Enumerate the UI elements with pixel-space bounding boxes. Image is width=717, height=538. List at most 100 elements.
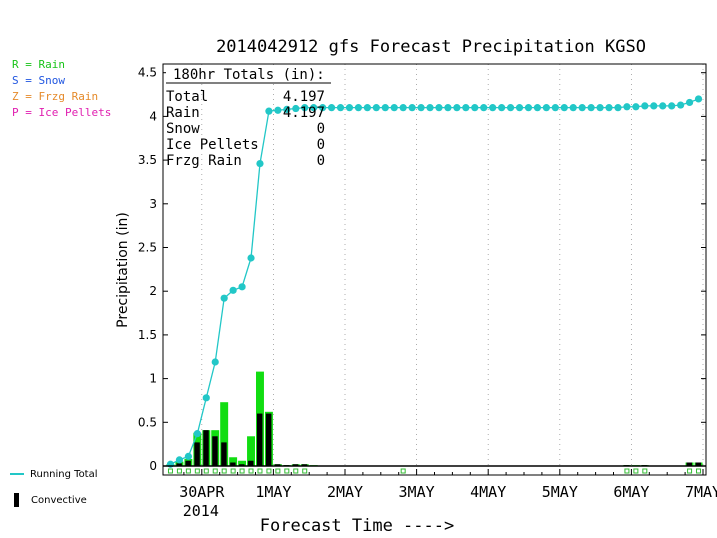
convective-bar bbox=[185, 460, 191, 466]
precip-marker bbox=[266, 468, 272, 474]
convective-bar bbox=[686, 462, 693, 466]
running-total-point bbox=[247, 254, 255, 262]
x-tick-label: 3MAY bbox=[399, 483, 435, 501]
totals-label: Rain bbox=[166, 105, 200, 121]
key-item: Z = Frzg Rain bbox=[12, 90, 99, 103]
running-total-line bbox=[165, 98, 699, 467]
running-total-point bbox=[641, 102, 649, 110]
running-total-point bbox=[685, 98, 694, 107]
precip-marker bbox=[212, 468, 218, 474]
x-tick-label: 7MAY bbox=[685, 483, 717, 501]
x-tick-sublabel: 2014 bbox=[183, 502, 219, 520]
totals-header: 180hr Totals (in): bbox=[173, 67, 325, 83]
running-total-point bbox=[220, 294, 228, 302]
running-total-point bbox=[650, 102, 658, 110]
convective-bar bbox=[695, 462, 701, 466]
convective-bar bbox=[230, 462, 236, 466]
convective-bar bbox=[239, 464, 245, 466]
running-total-point bbox=[381, 104, 389, 112]
running-total-point bbox=[319, 104, 327, 112]
running-total-point bbox=[623, 103, 631, 111]
key-item: R = Rain bbox=[12, 58, 65, 71]
convective-bar bbox=[194, 442, 200, 466]
running-total-series bbox=[165, 95, 703, 468]
convective-bar bbox=[212, 436, 218, 466]
precip-marker bbox=[293, 468, 299, 474]
zero-markers bbox=[167, 468, 702, 474]
running-total-point bbox=[292, 104, 300, 113]
running-total-point bbox=[345, 104, 354, 112]
y-tick-label: 4 bbox=[149, 109, 157, 123]
legend-running-total: Running Total bbox=[10, 469, 98, 480]
precip-marker bbox=[302, 468, 308, 474]
running-total-point bbox=[498, 104, 506, 112]
x-tick-label: 1MAY bbox=[255, 483, 291, 501]
running-total-point bbox=[166, 460, 175, 468]
key-item: S = Snow bbox=[12, 74, 65, 87]
running-total-point bbox=[587, 104, 595, 112]
x-tick-label: 2MAY bbox=[327, 483, 363, 501]
running-total-swatch bbox=[10, 473, 24, 475]
y-tick-label: 1.5 bbox=[138, 328, 157, 342]
x-tick-label: 6MAY bbox=[613, 483, 649, 501]
running-total-point bbox=[408, 104, 416, 112]
running-total-point bbox=[480, 104, 488, 112]
running-total-point bbox=[301, 104, 309, 112]
convective-bar bbox=[265, 413, 272, 466]
running-total-point bbox=[632, 103, 640, 111]
x-tick-label: 30APR bbox=[179, 483, 225, 501]
convective-bar bbox=[221, 442, 227, 466]
precip-marker bbox=[185, 468, 191, 474]
x-tick-label: 4MAY bbox=[470, 483, 506, 501]
convective-bar bbox=[292, 464, 299, 466]
running-total-point bbox=[614, 104, 622, 112]
running-total-point bbox=[533, 104, 542, 112]
running-total-point bbox=[310, 104, 318, 112]
x-axis-label: Forecast Time ----> bbox=[260, 516, 454, 536]
precip-marker bbox=[257, 468, 263, 474]
running-total-point bbox=[426, 104, 434, 112]
precip-marker bbox=[176, 468, 182, 474]
running-total-point bbox=[336, 104, 345, 112]
precip-marker bbox=[248, 468, 254, 474]
running-total-point bbox=[354, 104, 363, 112]
convective-bar bbox=[274, 464, 281, 466]
running-total-point bbox=[274, 106, 282, 114]
running-total-point bbox=[417, 104, 425, 112]
precip-marker bbox=[230, 468, 236, 474]
running-total-point bbox=[184, 452, 192, 460]
plot-frame bbox=[162, 63, 707, 476]
precip-marker bbox=[221, 468, 227, 474]
totals-value: 4.197 bbox=[283, 105, 325, 121]
grid-lines bbox=[201, 64, 704, 475]
legend-convective: Convective bbox=[10, 493, 87, 507]
chart-title: 2014042912 gfs Forecast Precipitation KG… bbox=[216, 37, 646, 57]
precip-marker bbox=[284, 468, 290, 474]
running-total-point bbox=[506, 104, 515, 112]
convective-bar bbox=[257, 413, 263, 466]
totals-value: 0 bbox=[317, 153, 325, 169]
precip-marker bbox=[624, 468, 630, 474]
precip-marker bbox=[275, 468, 281, 474]
running-total-point bbox=[462, 104, 470, 112]
running-total-point bbox=[283, 105, 291, 114]
precip-marker bbox=[696, 468, 702, 474]
y-tick-label: 2.5 bbox=[138, 241, 157, 255]
running-total-point bbox=[363, 104, 371, 112]
running-total-point bbox=[677, 101, 685, 109]
running-total-point bbox=[202, 394, 210, 402]
y-tick-label: 3 bbox=[149, 197, 157, 211]
running-total-point bbox=[659, 102, 667, 110]
running-total-point bbox=[372, 104, 380, 112]
key-item: P = Ice Pellets bbox=[12, 106, 112, 119]
y-axis-label: Precipitation (in) bbox=[115, 212, 131, 328]
running-total-point bbox=[524, 104, 533, 112]
totals-header-bg bbox=[166, 66, 331, 83]
precip-marker bbox=[642, 468, 648, 474]
rain-bar bbox=[238, 460, 247, 466]
legend-running-total-label: Running Total bbox=[30, 469, 98, 480]
totals-value: 4.197 bbox=[283, 89, 325, 105]
running-total-point bbox=[605, 104, 613, 112]
